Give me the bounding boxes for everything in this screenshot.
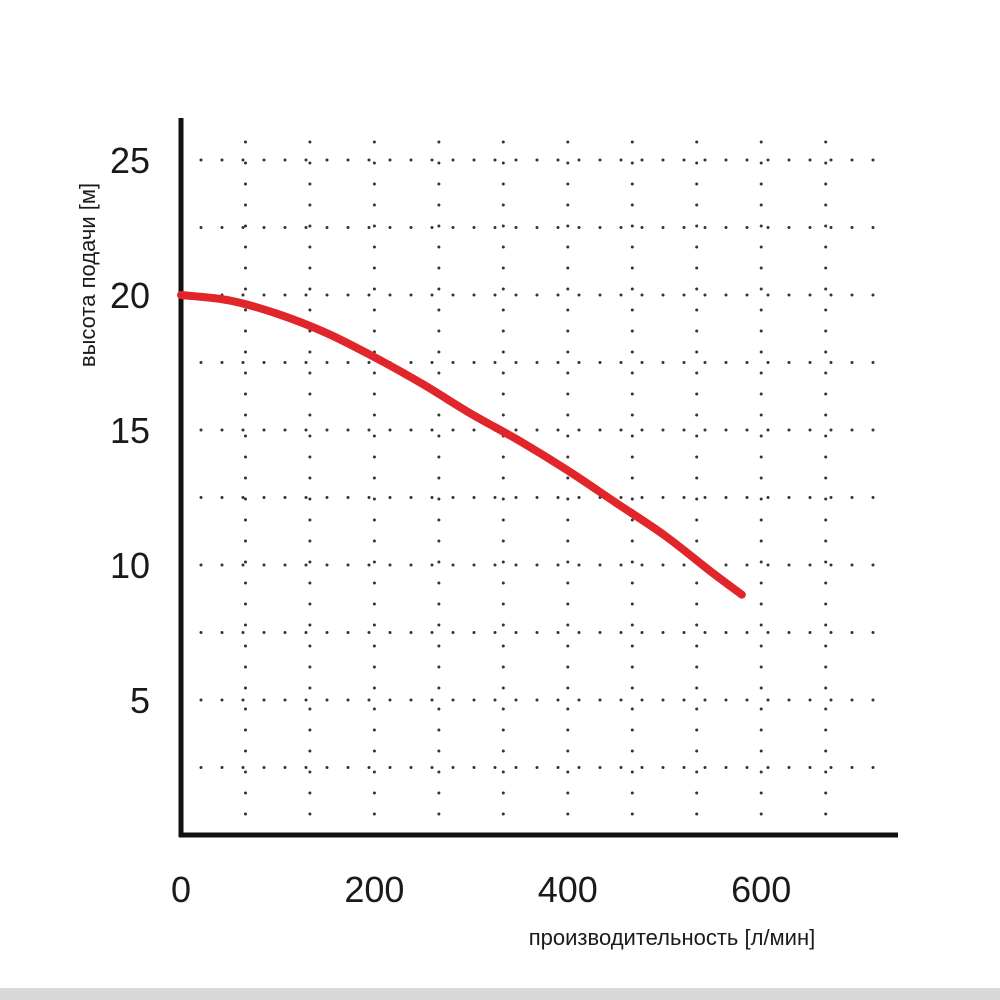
y-tick-label: 20 [110, 275, 150, 316]
x-tick-label: 400 [538, 869, 598, 910]
x-axis-title: производительность [л/мин] [529, 925, 815, 950]
x-tick-label: 200 [344, 869, 404, 910]
bottom-bar [0, 988, 1000, 1000]
x-tick-labels: 0 200 400 600 [171, 869, 791, 910]
series-group [177, 291, 746, 599]
y-tick-label: 10 [110, 545, 150, 586]
grid [199, 126, 888, 837]
y-tick-label: 5 [130, 680, 150, 721]
y-axis-title: высота подачи [м] [75, 183, 100, 367]
y-tick-labels: 5 10 15 20 25 [110, 140, 150, 721]
axes [178, 118, 898, 838]
x-tick-label: 0 [171, 869, 191, 910]
series-line [177, 291, 746, 599]
y-tick-label: 15 [110, 410, 150, 451]
x-tick-label: 600 [731, 869, 791, 910]
y-tick-label: 25 [110, 140, 150, 181]
